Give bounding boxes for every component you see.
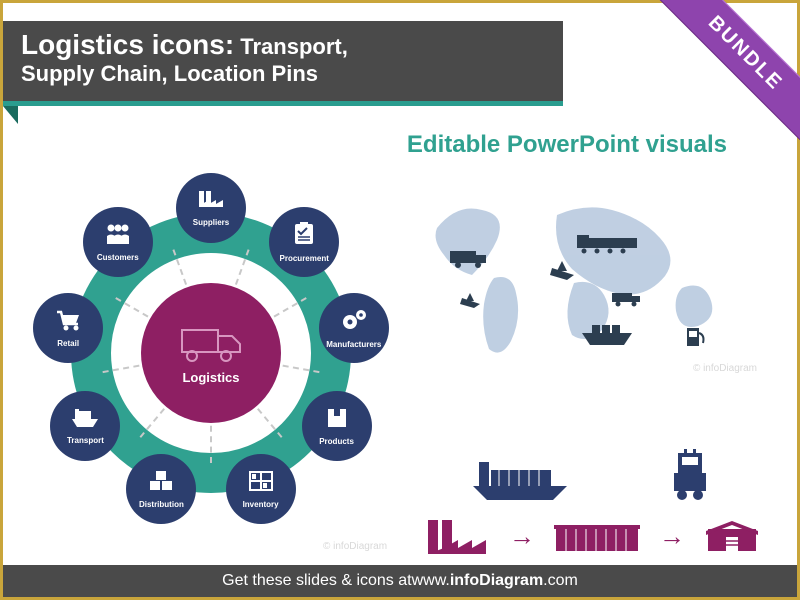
truck-icon [176,322,246,364]
wheel-node-distribution: Distribution [126,454,196,524]
footer-text: Get these slides & icons at [222,572,411,590]
node-label: Distribution [139,500,184,509]
warehouse-icon [702,519,762,555]
wheel-node-inventory: Inventory [226,454,296,524]
bundle-ribbon: BUNDLE [658,0,800,140]
semi-truck-icon [660,447,720,502]
wheel-node-customers: Customers [83,207,153,277]
node-label: Procurement [280,254,329,263]
shelves-icon [247,469,275,498]
wheel-node-products: Products [302,391,372,461]
gears-icon [339,307,369,338]
arrow-icon: → [509,521,535,552]
world-map [422,183,772,373]
title-line-2: Supply Chain, Location Pins [21,61,545,87]
footer-domain-post: .com [543,572,578,590]
subtitle: Editable PowerPoint visuals [407,131,727,159]
wheel-node-suppliers: Suppliers [176,173,246,243]
factory-icon [196,189,226,216]
warehouse-long-icon [552,519,642,555]
wheel-center: Logistics [141,283,281,423]
arrow-icon: → [659,521,685,552]
banner-fold [3,106,18,124]
container-ship-icon [465,452,575,502]
icon-row-transport [422,447,762,502]
node-label: Manufacturers [326,340,381,349]
wheel-node-manufacturers: Manufacturers [319,293,389,363]
cart-icon [54,308,82,337]
node-label: Inventory [243,500,279,509]
box-icon [325,406,349,435]
node-label: Products [319,437,354,446]
title-main: Logistics icons: [21,29,234,60]
boxes-icon [147,469,175,498]
node-label: Transport [67,436,104,445]
logistics-wheel: Logistics Suppliers Procurement Manufactur… [31,173,391,533]
ship-icon [69,407,101,434]
center-label: Logistics [182,370,239,385]
footer-domain-pre: www. [412,572,450,590]
wheel-node-procurement: Procurement [269,207,339,277]
node-label: Retail [57,339,79,348]
factory-icon [422,514,492,559]
supply-flow-row: → → [422,514,762,559]
watermark: © infoDiagram [693,363,757,374]
title-banner: Logistics icons: Transport, Supply Chain… [3,21,563,106]
title-rest: Transport, [234,34,348,59]
clipboard-icon [291,221,317,252]
footer-bar: Get these slides & icons at www.infoDiag… [3,565,797,597]
wheel-node-transport: Transport [50,391,120,461]
watermark: © infoDiagram [323,541,387,552]
wheel-node-retail: Retail [33,293,103,363]
node-label: Suppliers [193,218,229,227]
footer-domain: infoDiagram [450,572,543,590]
title-line-1: Logistics icons: Transport, [21,29,545,61]
node-label: Customers [97,253,139,262]
people-icon [103,222,133,251]
